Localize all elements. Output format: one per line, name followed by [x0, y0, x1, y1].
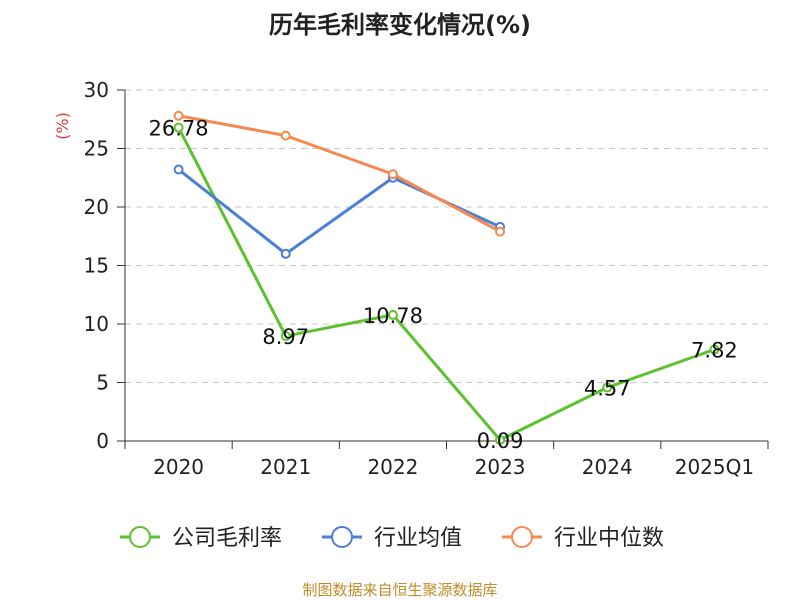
x-tick-label: 2020	[153, 455, 204, 479]
legend-label: 行业均值	[374, 526, 462, 551]
x-tick-label: 2021	[260, 455, 311, 479]
data-point	[173, 122, 184, 133]
x-tick-label: 2022	[367, 455, 418, 479]
data-point	[602, 382, 613, 393]
legend: 公司毛利率 行业均值 行业中位数	[120, 526, 664, 551]
data-point	[280, 331, 291, 342]
series-line	[178, 114, 501, 233]
data-point	[495, 226, 506, 237]
data-point	[173, 110, 184, 121]
legend-label: 公司毛利率	[172, 526, 282, 551]
y-tick-label: 25	[84, 137, 109, 161]
data-label: 10.78	[363, 304, 423, 328]
series-line	[177, 168, 501, 256]
x-tick-label: 2024	[582, 455, 633, 479]
data-label: 8.97	[262, 325, 309, 349]
data-point	[173, 164, 184, 175]
series-group	[173, 110, 720, 445]
legend-marker	[129, 526, 151, 548]
data-point	[495, 434, 506, 445]
legend-marker	[331, 526, 353, 548]
data-point	[280, 248, 291, 259]
legend-marker	[511, 526, 533, 548]
legend-label: 行业中位数	[554, 526, 664, 551]
data-labels: 26.78 8.97 10.78 0.09 4.57 7.82	[149, 117, 738, 453]
data-label: 26.78	[149, 117, 209, 141]
data-label: 0.09	[477, 429, 524, 453]
y-axis-label: (%)	[53, 112, 72, 140]
data-label: 7.82	[691, 339, 738, 363]
y-tick-label: 30	[84, 78, 109, 102]
y-tick-label: 15	[84, 254, 109, 278]
data-point	[387, 169, 398, 180]
x-tick-label: 2025Q1	[675, 455, 754, 479]
y-tick-label: 0	[96, 429, 109, 453]
data-point	[387, 309, 398, 320]
y-tick-label: 10	[84, 312, 109, 336]
chart-title: 历年毛利率变化情况(%)	[269, 11, 531, 39]
x-tick-label: 2023	[475, 455, 526, 479]
series-line	[177, 126, 715, 442]
data-point	[709, 344, 720, 355]
grid-lines	[125, 89, 768, 383]
axes: 0 5 10 15 20 25 30 2020 2021 2022 2023 2024 2025Q1	[84, 78, 769, 479]
data-point	[280, 130, 291, 141]
data-source-note: 制图数据来自恒生聚源数据库	[302, 581, 497, 599]
y-tick-label: 5	[96, 371, 109, 395]
y-tick-label: 20	[84, 195, 109, 219]
data-label: 4.57	[584, 377, 631, 401]
